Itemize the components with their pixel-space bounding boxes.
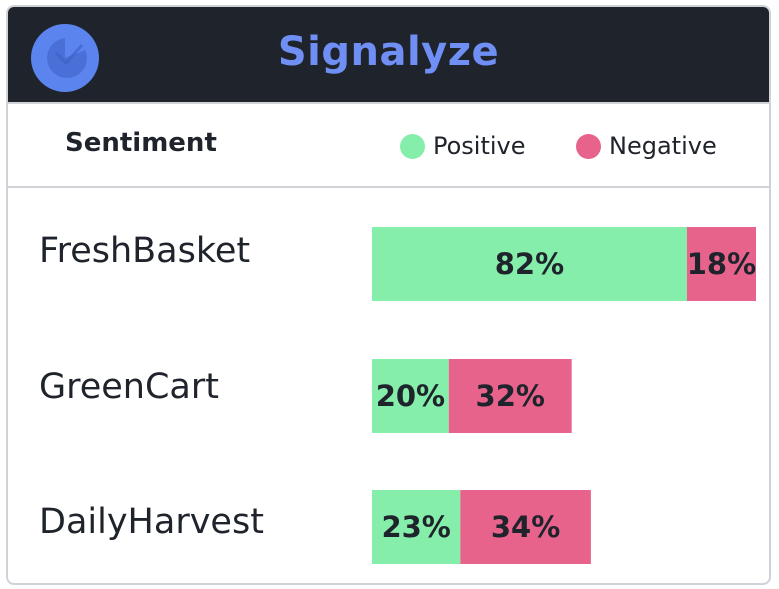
value-label-negative: 32% — [476, 379, 545, 413]
pie-logo-icon — [31, 24, 99, 92]
app-title: Signalyze — [277, 29, 500, 75]
bar-segment-negative — [460, 490, 591, 564]
bar-chart: 82% 18% 20% 32% 23% 34% — [372, 227, 756, 564]
value-label-negative: 34% — [491, 510, 560, 544]
metric-label: Sentiment — [65, 128, 217, 158]
value-label-negative: 18% — [687, 247, 756, 281]
app-header: Signalyze — [8, 7, 769, 104]
bar-segment-positive — [372, 490, 461, 564]
bar-segment-negative — [448, 359, 572, 433]
legend-swatch-positive — [400, 133, 425, 159]
bar-segment-positive — [372, 227, 687, 301]
sentiment-card: Signalyze Sentiment Positive Negative Fr… — [6, 5, 771, 585]
chart-subheader: Sentiment Positive Negative — [8, 104, 769, 188]
legend-label-positive: Positive — [433, 132, 526, 160]
category-label: DailyHarvest — [39, 502, 264, 542]
value-label-positive: 23% — [381, 510, 450, 544]
legend-swatch-negative — [576, 133, 601, 159]
legend-item-negative: Negative — [576, 132, 717, 160]
bar-segment-negative — [686, 227, 756, 301]
legend-label-negative: Negative — [609, 132, 717, 160]
value-label-positive: 82% — [495, 247, 564, 281]
category-label: FreshBasket — [39, 231, 251, 271]
value-label-positive: 20% — [376, 379, 445, 413]
category-label: GreenCart — [39, 367, 219, 407]
bar-segment-positive — [372, 359, 449, 433]
legend-item-positive: Positive — [400, 132, 526, 160]
